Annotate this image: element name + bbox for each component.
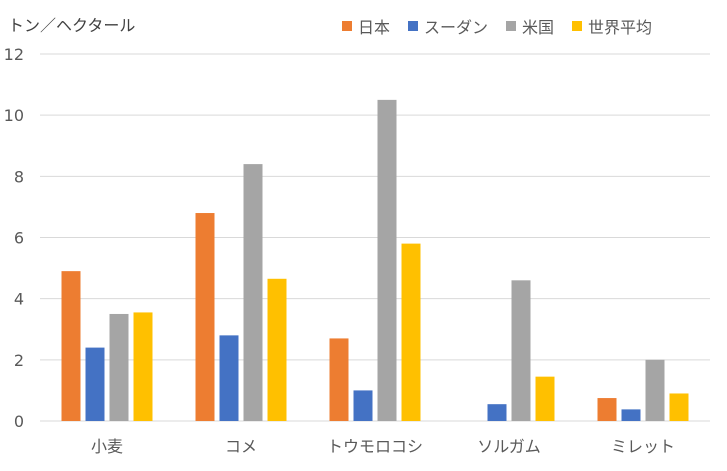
y-axis-unit-label: トン／ヘクタール	[8, 16, 136, 35]
bar-0-1	[85, 347, 105, 421]
bar-3-2	[511, 280, 531, 421]
y-tick-label-5: 10	[4, 106, 24, 125]
bar-4-2	[645, 359, 665, 421]
bar-1-2	[243, 164, 263, 421]
legend-label-usa: 米国	[522, 18, 555, 37]
x-tick-label-0: 小麦	[91, 437, 123, 456]
legend-swatch-usa	[506, 21, 517, 31]
bar-2-0	[329, 338, 349, 421]
bar-3-3	[535, 376, 555, 421]
bar-3-1	[487, 404, 507, 421]
bar-0-0	[61, 271, 81, 421]
legend-item-japan: 日本	[342, 14, 390, 38]
y-tick-label-2: 4	[14, 290, 24, 309]
bar-2-2	[377, 99, 397, 421]
legend-item-usa: 米国	[506, 14, 554, 38]
legend-item-sudan: スーダン	[408, 14, 488, 38]
y-tick-label-4: 8	[14, 167, 24, 186]
legend-label-japan: 日本	[358, 18, 391, 37]
bar-1-1	[219, 335, 239, 421]
bar-2-3	[401, 243, 421, 421]
bar-0-3	[133, 312, 153, 421]
legend-swatch-japan	[342, 21, 352, 31]
legend-swatch-world	[572, 21, 583, 31]
bar-4-3	[669, 393, 689, 421]
x-tick-label-4: ミレット	[611, 437, 675, 456]
legend: 日本 スーダン 米国 世界平均	[342, 14, 652, 38]
bar-4-1	[621, 409, 641, 421]
legend-item-world: 世界平均	[572, 14, 652, 38]
x-tick-label-2: トウモロコシ	[327, 437, 423, 456]
bar-1-3	[267, 278, 287, 421]
y-tick-label-1: 2	[14, 351, 24, 370]
legend-label-world: 世界平均	[588, 18, 653, 37]
legend-label-sudan: スーダン	[424, 18, 489, 37]
bar-2-1	[353, 390, 373, 421]
bar-4-0	[597, 398, 617, 421]
y-tick-label-0: 0	[14, 412, 24, 431]
legend-swatch-sudan	[408, 21, 419, 31]
x-tick-label-1: コメ	[225, 437, 257, 456]
y-tick-label-6: 12	[4, 45, 24, 64]
x-tick-label-3: ソルガム	[477, 437, 541, 456]
bar-0-2	[109, 313, 129, 421]
y-tick-label-3: 6	[14, 229, 24, 248]
bar-1-0	[195, 213, 215, 421]
